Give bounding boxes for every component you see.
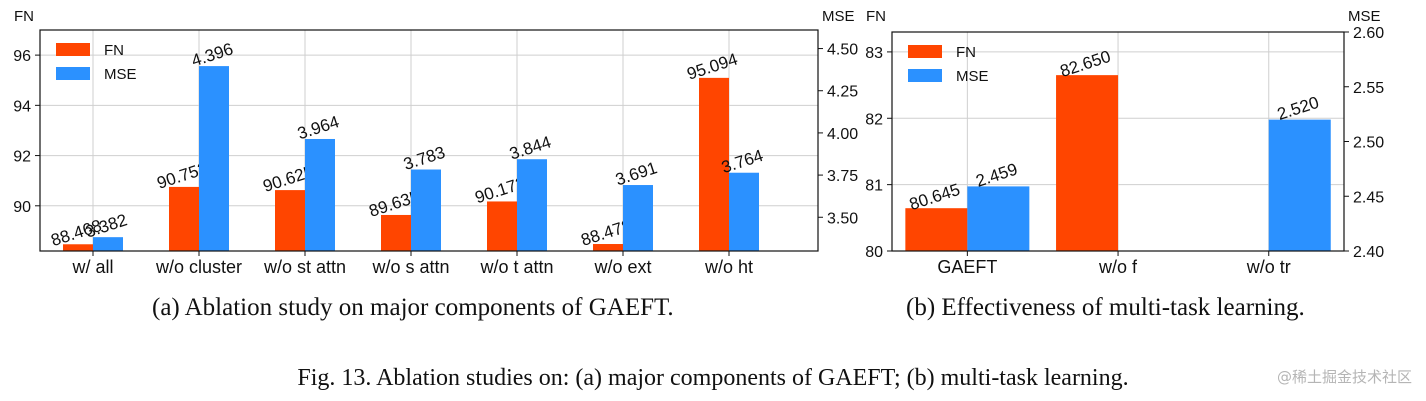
y-tick-label-left: 92	[13, 149, 31, 166]
legend-label-mse: MSE	[956, 68, 989, 85]
data-label-mse: 3.382	[83, 210, 129, 241]
bar-mse	[623, 185, 653, 251]
bar-mse	[729, 172, 759, 251]
legend-label-mse: MSE	[104, 66, 137, 83]
data-label-mse: 3.964	[295, 112, 341, 143]
bar-mse	[305, 138, 335, 251]
y-tick-label-right: 2.55	[1353, 80, 1384, 97]
y-tick-label-right: 2.50	[1353, 135, 1384, 152]
bar-fn	[699, 77, 729, 251]
x-tick-label: w/o ht	[704, 257, 753, 277]
bar-mse	[1268, 119, 1331, 251]
legend-swatch-fn	[56, 43, 90, 56]
y-tick-label-left: 96	[13, 48, 31, 65]
y-axis-label-left: FN	[14, 8, 34, 25]
y-tick-label-right: 4.00	[827, 126, 858, 143]
watermark: @稀土掘金技术社区	[1276, 368, 1412, 386]
caption-b: (b) Effectiveness of multi-task learning…	[906, 294, 1305, 321]
legend-label-fn: FN	[104, 42, 124, 59]
y-axis-label-right: MSE	[1348, 8, 1381, 25]
y-tick-label-right: 2.45	[1353, 189, 1384, 206]
bar-fn	[905, 208, 968, 251]
figure-caption: Fig. 13. Ablation studies on: (a) major …	[297, 365, 1129, 391]
data-label-mse: 3.844	[507, 132, 553, 163]
x-tick-label: w/o tr	[1246, 257, 1291, 277]
x-tick-label: GAEFT	[937, 257, 997, 277]
bar-fn	[593, 244, 623, 251]
x-tick-label: w/o st attn	[263, 257, 346, 277]
bar-mse	[199, 66, 229, 251]
y-tick-label-left: 90	[13, 199, 31, 216]
data-label-mse: 3.691	[613, 158, 659, 189]
legend-swatch-mse	[908, 69, 942, 82]
bar-mse	[411, 169, 441, 251]
caption-a: (a) Ablation study on major components o…	[152, 294, 674, 321]
legend-label-fn: FN	[956, 44, 976, 61]
y-tick-label-right: 4.25	[827, 84, 858, 101]
bar-mse	[517, 159, 547, 251]
y-tick-label-right: 4.50	[827, 42, 858, 59]
legend-swatch-fn	[908, 45, 942, 58]
x-tick-label: w/ all	[71, 257, 113, 277]
bar-fn	[275, 190, 305, 251]
bar-fn	[381, 214, 411, 251]
data-label-mse: 2.520	[1275, 93, 1321, 124]
legend-swatch-mse	[56, 67, 90, 80]
y-tick-label-right: 3.75	[827, 168, 858, 185]
bar-fn	[169, 186, 199, 251]
bar-mse	[93, 237, 123, 251]
y-tick-label-left: 80	[865, 244, 883, 261]
bar-fn	[63, 244, 93, 251]
bar-mse	[967, 186, 1030, 251]
x-tick-label: w/o t attn	[479, 257, 553, 277]
data-label-mse: 2.459	[973, 160, 1019, 191]
x-tick-label: w/o s attn	[371, 257, 449, 277]
y-axis-label-left: FN	[866, 8, 886, 25]
y-tick-label-left: 83	[865, 45, 883, 62]
y-tick-label-left: 82	[865, 111, 883, 128]
bar-fn	[487, 201, 517, 251]
y-tick-label-left: 81	[865, 178, 883, 195]
bar-fn	[1056, 75, 1119, 252]
data-label-mse: 4.396	[189, 39, 235, 70]
y-tick-label-left: 94	[13, 98, 31, 115]
y-tick-label-right: 2.60	[1353, 25, 1384, 42]
x-tick-label: w/o f	[1098, 257, 1138, 277]
plot-frame	[39, 29, 819, 252]
x-tick-label: w/o cluster	[155, 257, 242, 277]
data-label-mse: 3.783	[401, 143, 447, 174]
y-axis-label-right: MSE	[822, 8, 855, 25]
y-tick-label-right: 2.40	[1353, 244, 1384, 261]
y-tick-label-right: 3.50	[827, 210, 858, 227]
x-tick-label: w/o ext	[593, 257, 651, 277]
